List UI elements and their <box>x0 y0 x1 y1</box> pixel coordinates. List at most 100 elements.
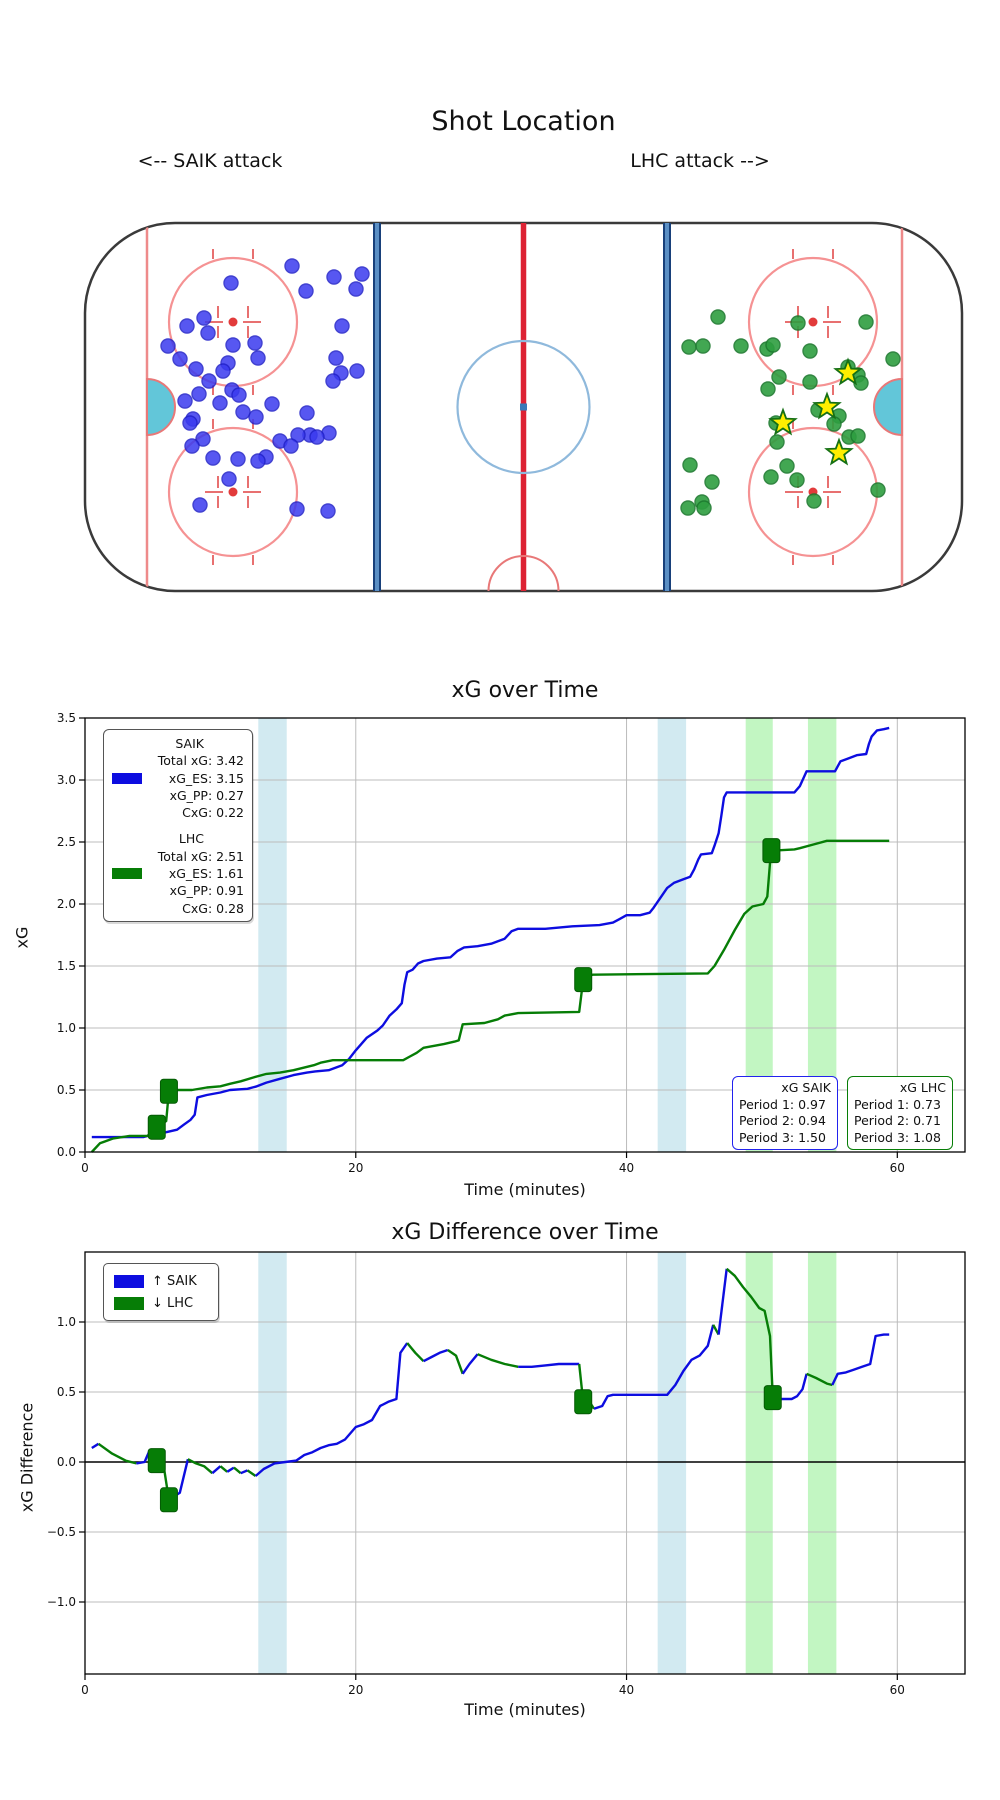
xg-diff-segment <box>97 1442 137 1465</box>
saik-shot-dot <box>192 497 208 513</box>
saik-color-swatch <box>112 772 142 784</box>
powerplay-band <box>657 1252 687 1674</box>
lhc-attack-label: LHC attack --> <box>630 150 770 172</box>
saik-shot-dot <box>349 363 365 379</box>
saik-shot-dot <box>348 281 364 297</box>
saik-shot-dot <box>200 325 216 341</box>
powerplay-band <box>807 1252 837 1674</box>
lhc-shot-dot <box>771 369 787 385</box>
ytick-label: 2.0 <box>57 897 76 911</box>
xg-difference-plot: −1.0 −0.5 0.0 0.5 1.0 0 20 40 60 <box>47 1251 966 1697</box>
legend-lhc-total: Total xG: 2.51 <box>157 848 244 864</box>
faceoff-dot <box>228 487 238 497</box>
chart2-xlabel: Time (minutes) <box>464 1700 586 1719</box>
lhc-period-title: xG LHC <box>899 1080 946 1095</box>
saik-shot-dot <box>299 405 315 421</box>
xg-diff-segment <box>226 1466 235 1473</box>
saik-shot-dot <box>196 310 212 326</box>
saik-shot-dot <box>284 258 300 274</box>
xg-diff-segment <box>806 1372 833 1387</box>
legend-lhc-cxg: CxG: 0.28 <box>182 900 244 916</box>
xtick-label: 20 <box>348 1161 363 1175</box>
saik-shot-dot <box>212 395 228 411</box>
xg-diff-segment <box>233 1466 242 1475</box>
legend2-saik: ↑ SAIK <box>114 1270 208 1292</box>
ytick-label: 0.0 <box>57 1145 76 1159</box>
xg-lhc-period-box: xG LHC Period 1: 0.73 Period 2: 0.71 Per… <box>847 1076 953 1150</box>
saik-period1: Period 1: 0.97 <box>739 1096 826 1112</box>
xtick-label: 40 <box>619 1683 634 1697</box>
xg-diff-segment <box>518 1362 580 1369</box>
plot-frame <box>84 1251 966 1675</box>
xg-diff-segment <box>447 1349 464 1375</box>
saik-shot-dot <box>225 337 241 353</box>
saik-period-title: xG SAIK <box>781 1080 831 1095</box>
ytick-label: 1.5 <box>57 959 76 973</box>
saik-shot-dot <box>223 275 239 291</box>
chart1-ylabel: xG <box>12 926 32 949</box>
legend-lhc-name: LHC <box>178 831 204 847</box>
ytick-label: 1.0 <box>57 1315 76 1329</box>
xg-diff-segment <box>725 1267 782 1401</box>
lhc-shot-dot <box>760 381 776 397</box>
lhc-shot-dot <box>710 309 726 325</box>
goal-marker <box>574 1389 593 1415</box>
xg-diff-segment <box>461 1353 479 1375</box>
saik-shot-dot <box>195 431 211 447</box>
xg-diff-segment <box>240 1469 248 1475</box>
plot-frame <box>84 717 966 1153</box>
ytick-label: −1.0 <box>47 1595 76 1609</box>
ytick-label: −0.5 <box>47 1525 76 1539</box>
saik-shot-dot <box>231 387 247 403</box>
saik-shot-dot <box>184 438 200 454</box>
lhc-shot-dot <box>802 374 818 390</box>
saik-shot-dot <box>177 393 193 409</box>
saik-up-swatch <box>114 1274 144 1288</box>
saik-shot-dot <box>205 450 221 466</box>
powerplay-band <box>657 718 687 1152</box>
xg-diff-segment <box>477 1353 519 1368</box>
left-goal-crease <box>146 377 176 437</box>
saik-shot-dot <box>248 409 264 425</box>
saik-shot-dot <box>309 429 325 445</box>
saik-shot-dot <box>298 283 314 299</box>
ytick-label: 1.0 <box>57 1021 76 1035</box>
lhc-color-swatch <box>112 868 142 880</box>
lhc-goal-star <box>833 357 863 386</box>
lhc-shot-dot <box>826 416 842 432</box>
saik-period3: Period 3: 1.50 <box>739 1129 826 1145</box>
chart2-title: xG Difference over Time <box>391 1220 659 1245</box>
goal-marker <box>574 967 593 993</box>
lhc-shot-dot <box>733 338 749 354</box>
ytick-label: 2.5 <box>57 835 76 849</box>
lhc-period3: Period 3: 1.08 <box>854 1129 941 1145</box>
saik-shot-dot <box>191 386 207 402</box>
legend-saik-cxg: CxG: 0.22 <box>182 805 244 821</box>
saik-shot-dot <box>160 338 176 354</box>
lhc-goal-star <box>812 391 842 420</box>
lhc-shot-dot <box>695 338 711 354</box>
lhc-shot-dot <box>790 315 806 331</box>
saik-shot-dot <box>354 266 370 282</box>
goal-marker <box>762 838 781 864</box>
chart1-xlabel: Time (minutes) <box>464 1180 586 1199</box>
chart1-title: xG over Time <box>451 678 599 703</box>
lhc-shot-dot <box>779 458 795 474</box>
chart2-legend: ↑ SAIK ↓ LHC <box>103 1263 219 1321</box>
lhc-shot-dot <box>682 457 698 473</box>
lhc-shot-dot <box>696 500 712 516</box>
right-goal-crease <box>873 377 903 437</box>
lhc-shot-dot <box>704 474 720 490</box>
lhc-goal-star <box>768 407 798 436</box>
saik-shot-dot <box>179 318 195 334</box>
lhc-shot-dot <box>885 351 901 367</box>
lhc-down-swatch <box>114 1296 144 1310</box>
lhc-shot-dot <box>870 482 886 498</box>
saik-shot-dot <box>290 427 306 443</box>
lhc-shot-dot <box>769 434 785 450</box>
faceoff-dot <box>228 317 238 327</box>
legend-lhc-es: xG_ES: 1.61 <box>112 865 244 882</box>
shot-markers <box>160 258 901 519</box>
